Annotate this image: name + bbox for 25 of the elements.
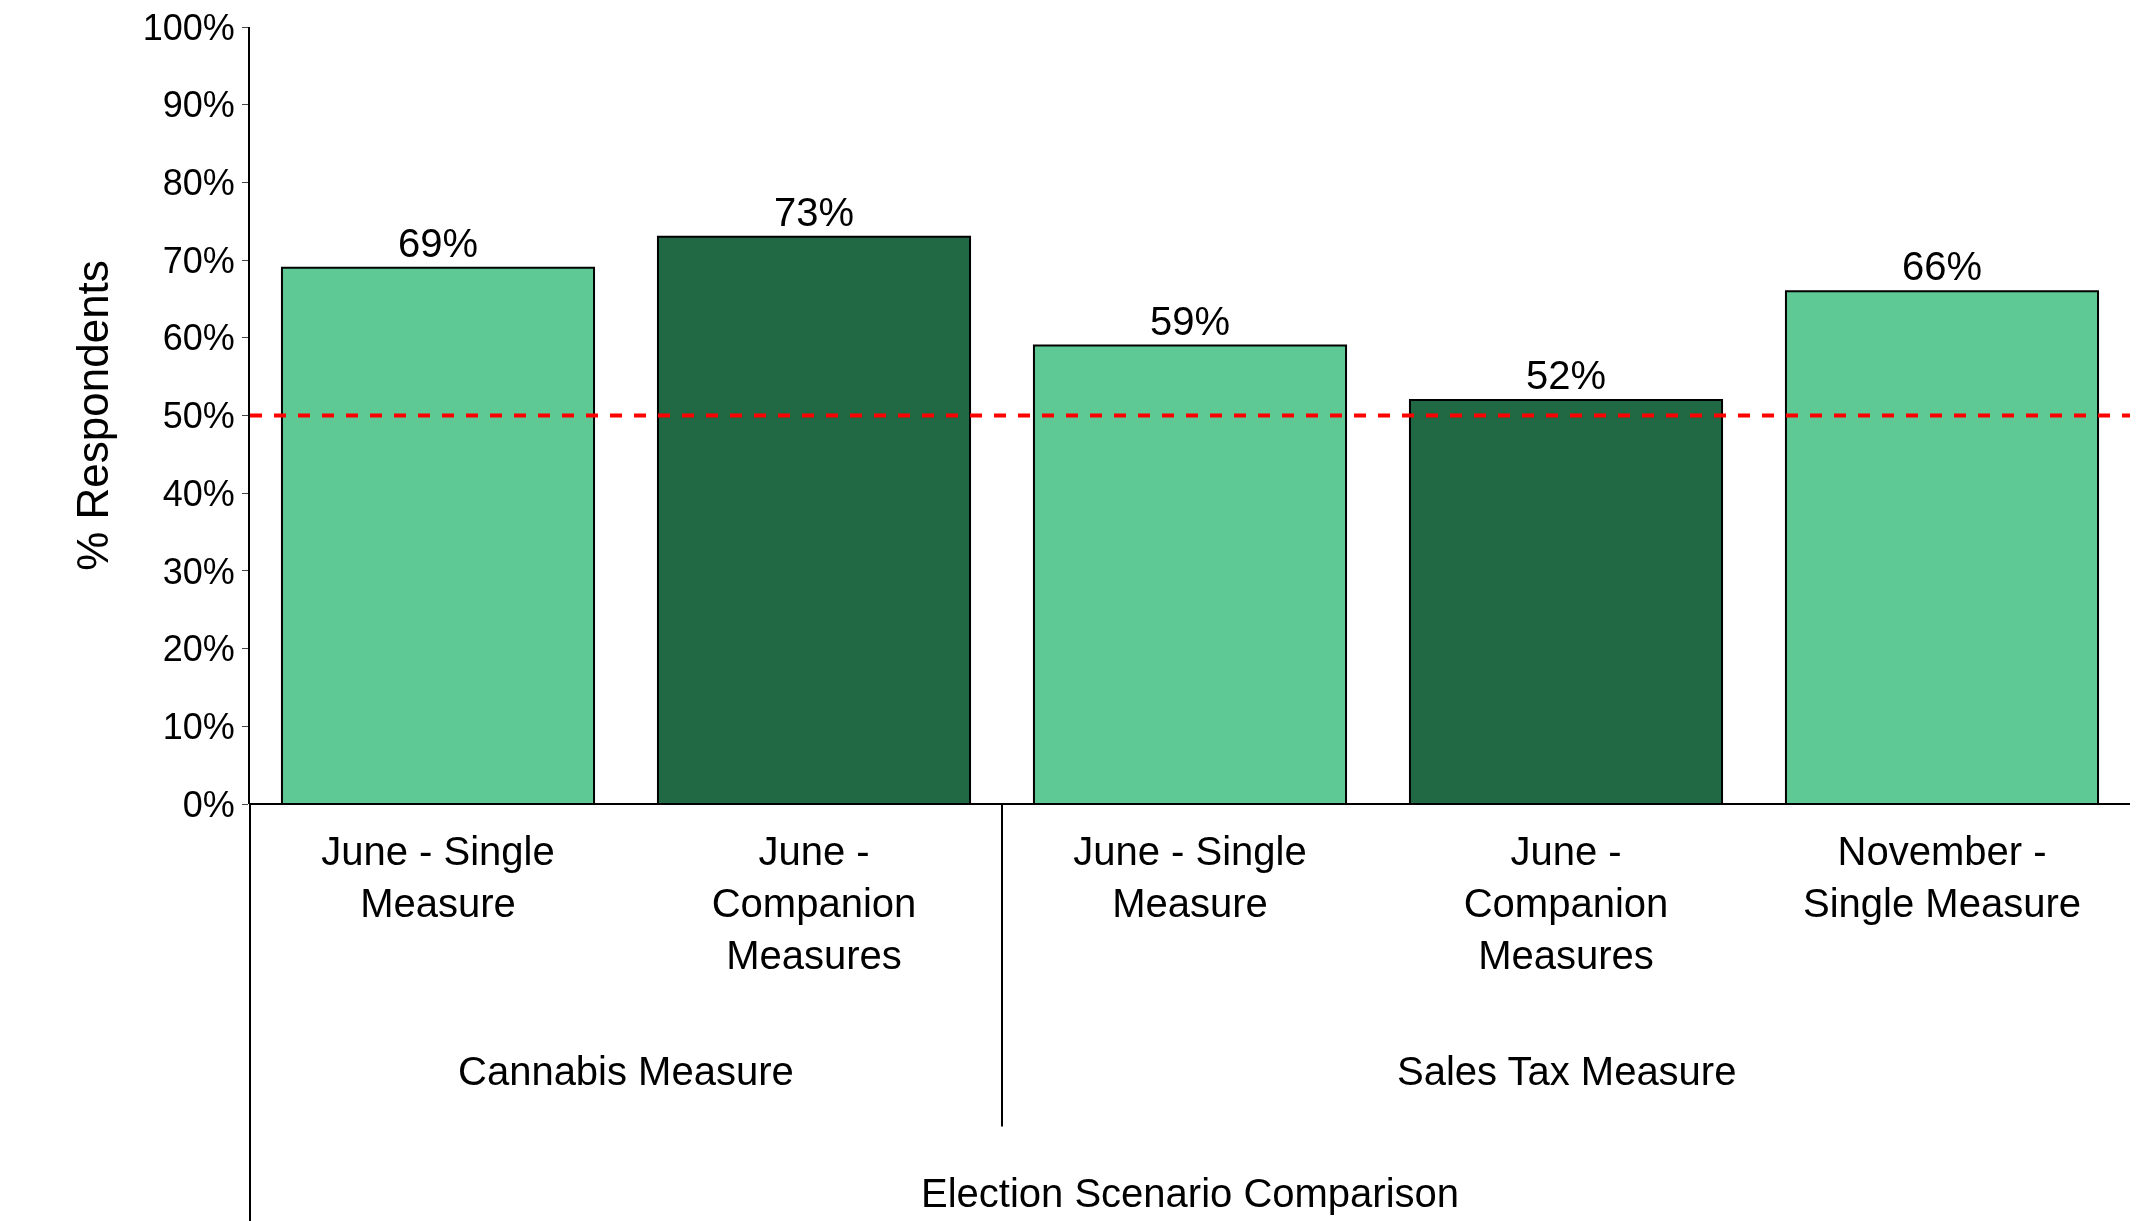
x-tick-label: November - Single Measure: [1803, 829, 2081, 925]
y-tick-label: 0%: [182, 783, 235, 825]
y-axis-title: % Respondents: [68, 260, 118, 571]
y-tick-label: 50%: [162, 395, 235, 437]
text: Sales Tax Measure: [1397, 1049, 1737, 1093]
x-tick-label: June - Companion Measures: [1463, 829, 1669, 977]
y-tick-label: 70%: [162, 239, 235, 281]
y-tick-label: 10%: [162, 705, 235, 747]
y-tick-label: 60%: [162, 317, 235, 359]
data-label: 69%: [397, 220, 479, 265]
data-label: 52%: [1525, 352, 1607, 397]
data-label: 73%: [773, 189, 855, 234]
x-axis-title: Election Scenario Comparison: [921, 1171, 1460, 1215]
x-tick-label: June - Single Measure: [1073, 829, 1307, 925]
y-tick-label: 30%: [162, 550, 235, 592]
x-tick-label: June - Companion Measures: [711, 829, 917, 977]
y-tick-label: 90%: [162, 84, 235, 126]
y-tick-label: 80%: [162, 162, 235, 203]
y-tick-label: 40%: [162, 472, 235, 514]
y-tick-label: 100%: [142, 6, 235, 48]
y-tick-label: 20%: [162, 628, 235, 670]
data-label: 66%: [1901, 244, 1983, 289]
x-tick-label: June - Single Measure: [321, 829, 555, 925]
data-label: 59%: [1149, 298, 1231, 343]
text: Cannabis Measure: [458, 1049, 794, 1093]
